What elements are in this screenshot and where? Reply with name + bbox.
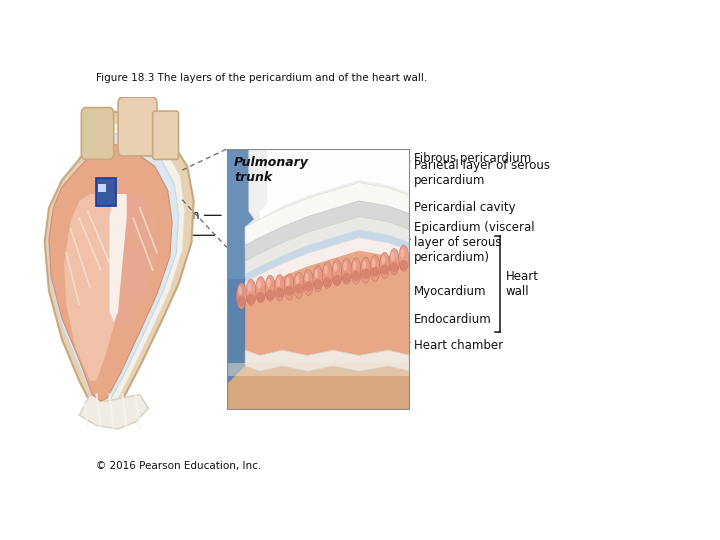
Ellipse shape — [351, 271, 361, 281]
Ellipse shape — [313, 279, 323, 289]
Ellipse shape — [256, 292, 265, 302]
Text: Figure 18.3 The layers of the pericardium and of the heart wall.: Figure 18.3 The layers of the pericardiu… — [96, 73, 427, 83]
Polygon shape — [282, 148, 410, 410]
Ellipse shape — [362, 260, 366, 269]
FancyBboxPatch shape — [153, 111, 179, 159]
Ellipse shape — [276, 278, 280, 287]
Ellipse shape — [379, 252, 390, 279]
Polygon shape — [79, 394, 148, 429]
Bar — [227, 280, 319, 410]
Polygon shape — [49, 132, 179, 408]
Ellipse shape — [275, 287, 284, 298]
Polygon shape — [51, 122, 185, 415]
Ellipse shape — [391, 252, 395, 261]
Ellipse shape — [294, 272, 304, 299]
Text: Epicardium (visceral
layer of serous
pericardium): Epicardium (visceral layer of serous per… — [413, 221, 534, 264]
Ellipse shape — [341, 258, 351, 285]
Ellipse shape — [236, 283, 246, 309]
Ellipse shape — [332, 260, 342, 286]
Polygon shape — [45, 111, 194, 426]
Text: Pericardial cavity: Pericardial cavity — [413, 201, 516, 214]
Ellipse shape — [312, 266, 323, 292]
Ellipse shape — [370, 255, 380, 281]
Polygon shape — [245, 238, 410, 298]
Polygon shape — [245, 230, 410, 285]
Ellipse shape — [372, 259, 376, 268]
Ellipse shape — [246, 279, 256, 306]
Polygon shape — [245, 350, 410, 371]
Ellipse shape — [351, 258, 361, 284]
Ellipse shape — [315, 269, 318, 278]
Polygon shape — [245, 148, 410, 243]
Ellipse shape — [400, 248, 404, 258]
Ellipse shape — [342, 273, 351, 283]
Text: © 2016 Pearson Education, Inc.: © 2016 Pearson Education, Inc. — [96, 462, 261, 471]
Bar — [96, 178, 116, 206]
Ellipse shape — [400, 260, 408, 271]
Ellipse shape — [303, 269, 313, 295]
Ellipse shape — [284, 274, 294, 300]
Polygon shape — [49, 142, 172, 401]
Ellipse shape — [361, 268, 370, 279]
Text: Myocardium: Myocardium — [413, 285, 486, 298]
Ellipse shape — [285, 285, 294, 296]
FancyBboxPatch shape — [118, 97, 157, 156]
Ellipse shape — [399, 245, 409, 271]
Ellipse shape — [324, 266, 328, 275]
Ellipse shape — [294, 284, 303, 294]
Ellipse shape — [295, 275, 299, 285]
Bar — [98, 184, 107, 192]
Polygon shape — [245, 201, 410, 264]
Text: Endocardium: Endocardium — [413, 313, 491, 326]
Ellipse shape — [371, 266, 379, 277]
Ellipse shape — [256, 276, 266, 303]
Polygon shape — [64, 194, 127, 381]
Ellipse shape — [305, 273, 309, 282]
Ellipse shape — [323, 262, 333, 288]
Polygon shape — [245, 217, 410, 277]
Ellipse shape — [343, 261, 347, 271]
Ellipse shape — [323, 277, 332, 287]
Ellipse shape — [247, 294, 256, 305]
Ellipse shape — [353, 261, 356, 270]
Ellipse shape — [333, 263, 338, 272]
Ellipse shape — [382, 255, 385, 265]
Ellipse shape — [266, 289, 274, 300]
FancyBboxPatch shape — [81, 107, 114, 159]
Polygon shape — [245, 183, 410, 248]
Ellipse shape — [333, 275, 341, 285]
Polygon shape — [245, 251, 410, 358]
Text: Parietal layer of serous
pericardium: Parietal layer of serous pericardium — [413, 159, 549, 187]
Text: Fibrous pericardium: Fibrous pericardium — [413, 152, 531, 165]
Polygon shape — [227, 366, 410, 410]
Ellipse shape — [390, 248, 400, 275]
Ellipse shape — [286, 277, 289, 286]
Ellipse shape — [267, 279, 271, 288]
Text: Pulmonary
trunk: Pulmonary trunk — [234, 157, 309, 184]
Ellipse shape — [390, 262, 399, 273]
Polygon shape — [260, 148, 410, 222]
Ellipse shape — [265, 275, 275, 301]
Ellipse shape — [257, 280, 261, 289]
Ellipse shape — [248, 282, 251, 292]
Text: Pericardium: Pericardium — [130, 209, 200, 222]
Polygon shape — [114, 194, 157, 325]
Text: Myocardium: Myocardium — [117, 229, 189, 242]
Polygon shape — [109, 194, 127, 322]
Ellipse shape — [361, 257, 371, 284]
Ellipse shape — [238, 286, 242, 295]
Ellipse shape — [380, 264, 389, 275]
Text: Heart
wall: Heart wall — [505, 270, 539, 298]
Ellipse shape — [274, 274, 284, 301]
Bar — [227, 363, 410, 376]
Ellipse shape — [304, 281, 312, 292]
Ellipse shape — [237, 296, 246, 307]
Text: Heart chamber: Heart chamber — [413, 339, 503, 352]
